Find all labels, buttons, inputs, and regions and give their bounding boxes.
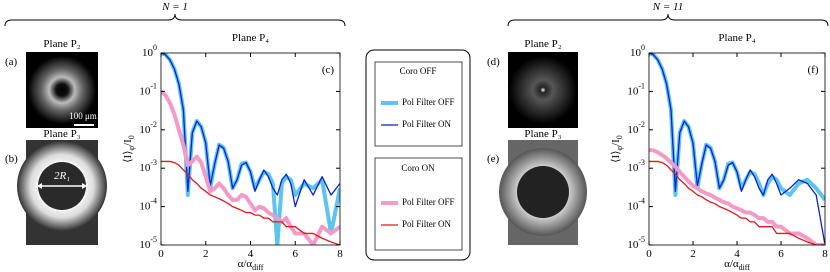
plot-area xyxy=(649,53,825,245)
legend-group-title: Coro ON xyxy=(401,163,435,173)
x-tick-label: 8 xyxy=(337,248,343,260)
image-pupil xyxy=(517,166,569,218)
y-tick-label: 10-3 xyxy=(139,159,157,174)
image-annotation: 2R₁ xyxy=(54,170,70,182)
panel-tag: (b) xyxy=(5,153,18,165)
brace xyxy=(4,13,346,27)
y-tick-label: 100 xyxy=(630,43,645,58)
x-tick-label: 0 xyxy=(646,248,652,260)
chart-title: Plane P₄ xyxy=(718,32,755,44)
y-tick-label: 10-3 xyxy=(627,159,645,174)
group-label: N = 11 xyxy=(652,1,683,13)
panel-tag: (f) xyxy=(808,64,819,76)
y-tick-label: 10-5 xyxy=(627,235,645,250)
y-tick-label: 10-5 xyxy=(139,235,157,250)
x-axis-label: α/αdiff xyxy=(724,258,750,272)
x-tick-label: 6 xyxy=(778,248,784,260)
series-line xyxy=(161,53,340,208)
x-tick-label: 4 xyxy=(734,248,740,260)
x-tick-label: 0 xyxy=(158,248,164,260)
arrow-head xyxy=(37,183,87,189)
image-ring xyxy=(28,56,96,124)
brace xyxy=(507,13,829,27)
image-title: Plane P₂ xyxy=(43,38,80,50)
legend-group-title: Coro OFF xyxy=(400,66,437,76)
y-tick-label: 10-1 xyxy=(139,82,157,97)
group-label: N = 1 xyxy=(161,1,188,13)
image-title: Plane P₂ xyxy=(524,38,561,50)
x-axis-label: α/αdiff xyxy=(238,258,264,272)
y-tick-label: 10-1 xyxy=(627,82,645,97)
image-title: Plane P₃ xyxy=(524,128,561,140)
y-tick-label: 10-2 xyxy=(139,120,157,135)
image-glow xyxy=(509,56,577,124)
series-line xyxy=(161,160,340,245)
panel-tag: (e) xyxy=(487,153,500,165)
series-line xyxy=(649,147,825,245)
image-title: Plane P₃ xyxy=(43,128,80,140)
x-tick-label: 4 xyxy=(248,248,254,260)
y-tick-label: 10-4 xyxy=(627,197,645,212)
series-line xyxy=(649,53,825,245)
chart-title: Plane P₄ xyxy=(232,32,269,44)
y-axis-label: ⟨I⟩φ/I0 xyxy=(122,135,137,163)
legend-label: Pol Filter ON xyxy=(402,119,452,129)
x-tick-label: 2 xyxy=(203,248,209,260)
x-tick-label: 2 xyxy=(690,248,696,260)
scale-label: 100 μm xyxy=(69,111,97,121)
panel-tag: (a) xyxy=(5,56,18,68)
legend-label: Pol Filter OFF xyxy=(402,197,455,207)
series-line xyxy=(649,160,825,245)
panel-tag: (c) xyxy=(322,64,335,76)
panel-tag: (d) xyxy=(487,56,500,68)
legend: Pol Filter OFF Pol Filter ON Pol Filter OF… xyxy=(381,97,455,229)
x-tick-label: 6 xyxy=(293,248,299,260)
y-axis-label: ⟨I⟩φ/I0 xyxy=(610,135,625,163)
legend-label: Pol Filter ON xyxy=(402,219,452,229)
plot-area xyxy=(161,53,340,245)
series-line xyxy=(161,89,340,245)
y-tick-label: 100 xyxy=(142,43,157,58)
y-tick-label: 10-2 xyxy=(627,120,645,135)
legend-label: Pol Filter OFF xyxy=(402,97,455,107)
x-tick-label: 8 xyxy=(822,248,828,260)
y-tick-label: 10-4 xyxy=(139,197,157,212)
